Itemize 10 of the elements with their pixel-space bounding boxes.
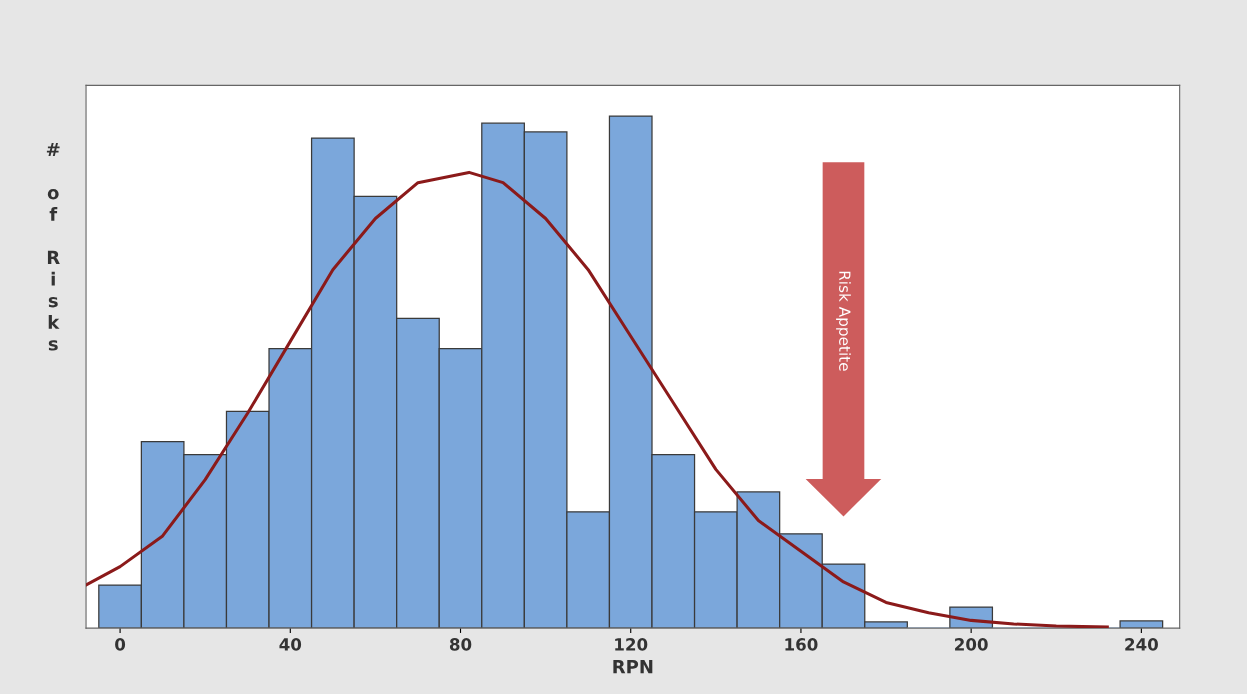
x-axis-title: RPN <box>613 660 653 674</box>
x-tick-label: 80 <box>449 638 472 651</box>
x-tick-label: 120 <box>615 638 648 651</box>
ref-line-label: Risk Appetite <box>836 271 851 371</box>
x-tick-label: 240 <box>1125 638 1158 651</box>
x-tick-label: 0 <box>115 638 126 651</box>
text: # of Risks <box>46 143 60 351</box>
x-tick-label: 200 <box>955 638 988 651</box>
x-tick-label: 40 <box>279 638 302 651</box>
x-tick-label: 160 <box>785 638 818 651</box>
